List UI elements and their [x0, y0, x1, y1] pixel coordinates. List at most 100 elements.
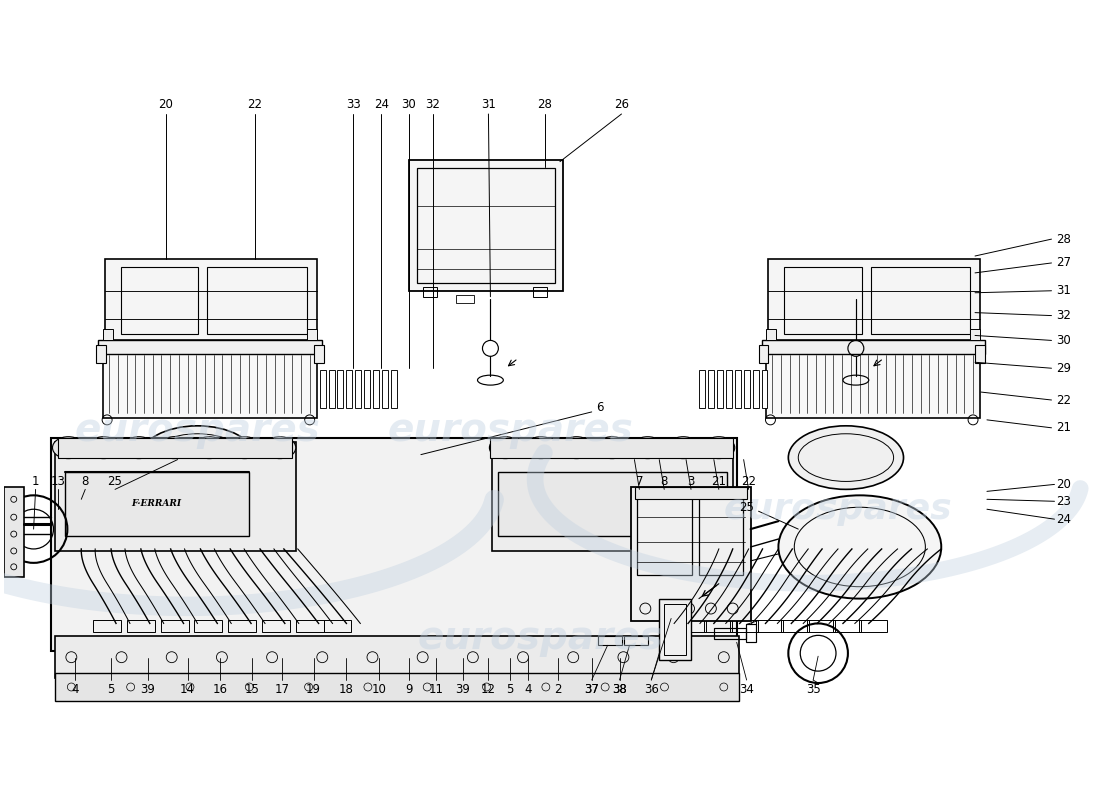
- Bar: [323, 621, 351, 632]
- Bar: [678, 621, 706, 632]
- Bar: [55, 442, 296, 551]
- Ellipse shape: [789, 426, 903, 490]
- Bar: [769, 259, 980, 341]
- Text: 18: 18: [339, 683, 354, 697]
- Text: 4: 4: [72, 683, 79, 697]
- Text: 5: 5: [507, 683, 514, 697]
- Bar: [382, 370, 388, 408]
- Text: 32: 32: [426, 98, 440, 110]
- Bar: [364, 370, 371, 408]
- Bar: [262, 621, 289, 632]
- Bar: [767, 329, 777, 341]
- Bar: [491, 438, 733, 458]
- Bar: [126, 621, 155, 632]
- Bar: [807, 621, 835, 632]
- Ellipse shape: [703, 437, 735, 458]
- Bar: [597, 636, 622, 646]
- Ellipse shape: [490, 437, 521, 458]
- Ellipse shape: [88, 437, 120, 458]
- Bar: [637, 495, 692, 574]
- Bar: [58, 438, 292, 458]
- Text: 30: 30: [402, 98, 417, 110]
- Text: 1: 1: [32, 475, 40, 488]
- Text: 17: 17: [274, 683, 289, 697]
- Text: 27: 27: [1056, 257, 1071, 270]
- Ellipse shape: [53, 437, 85, 458]
- Text: 21: 21: [1056, 422, 1071, 434]
- Bar: [417, 168, 556, 283]
- Bar: [355, 370, 361, 408]
- Bar: [409, 160, 563, 290]
- Bar: [664, 603, 686, 655]
- Bar: [121, 267, 198, 334]
- Text: 12: 12: [481, 683, 496, 697]
- Ellipse shape: [525, 437, 557, 458]
- Bar: [975, 346, 984, 363]
- Text: 5: 5: [108, 683, 114, 697]
- Text: 13: 13: [51, 475, 66, 488]
- Ellipse shape: [264, 437, 296, 458]
- Bar: [208, 267, 307, 334]
- Bar: [314, 346, 323, 363]
- Text: 39: 39: [141, 683, 155, 697]
- Bar: [833, 621, 861, 632]
- Text: 31: 31: [1056, 284, 1071, 298]
- Bar: [338, 370, 343, 408]
- Bar: [708, 370, 714, 408]
- Bar: [55, 636, 739, 678]
- Text: 37: 37: [584, 683, 600, 697]
- Ellipse shape: [229, 437, 261, 458]
- Bar: [195, 621, 222, 632]
- Bar: [726, 370, 732, 408]
- Bar: [229, 621, 256, 632]
- Text: eurospares: eurospares: [724, 492, 953, 526]
- Ellipse shape: [668, 437, 700, 458]
- Bar: [659, 598, 691, 660]
- Bar: [3, 487, 24, 577]
- Text: 6: 6: [596, 402, 604, 414]
- Bar: [756, 621, 783, 632]
- Text: 25: 25: [739, 501, 755, 514]
- Bar: [534, 286, 547, 297]
- Text: 20: 20: [1056, 478, 1071, 491]
- Bar: [729, 621, 758, 632]
- Text: 34: 34: [739, 683, 755, 697]
- Text: 15: 15: [244, 683, 260, 697]
- Bar: [161, 621, 188, 632]
- Text: 36: 36: [644, 683, 659, 697]
- Bar: [498, 471, 727, 536]
- Bar: [103, 329, 113, 341]
- Bar: [752, 370, 759, 408]
- Bar: [320, 370, 326, 408]
- Text: 22: 22: [741, 475, 756, 488]
- Text: 29: 29: [1056, 362, 1071, 374]
- Text: 2: 2: [554, 683, 562, 697]
- Ellipse shape: [123, 437, 155, 458]
- Bar: [636, 487, 747, 499]
- Text: 4: 4: [525, 683, 532, 697]
- Text: 23: 23: [1056, 494, 1071, 508]
- Bar: [55, 673, 739, 701]
- Ellipse shape: [561, 437, 593, 458]
- Text: 38: 38: [612, 683, 627, 697]
- Text: F·ERRARI: F·ERRARI: [132, 498, 182, 508]
- Bar: [767, 350, 980, 418]
- Bar: [744, 370, 749, 408]
- Bar: [98, 341, 321, 354]
- Bar: [625, 636, 648, 646]
- Text: 20: 20: [158, 98, 173, 110]
- Text: eurospares: eurospares: [75, 410, 320, 449]
- Bar: [493, 442, 733, 551]
- Bar: [714, 629, 746, 639]
- Text: 32: 32: [1056, 309, 1071, 322]
- Text: 38: 38: [612, 683, 627, 697]
- Bar: [717, 370, 723, 408]
- Text: 22: 22: [1056, 394, 1071, 406]
- Text: 31: 31: [481, 98, 496, 110]
- Ellipse shape: [596, 437, 628, 458]
- Text: 11: 11: [428, 683, 443, 697]
- Bar: [859, 621, 887, 632]
- Bar: [329, 370, 334, 408]
- Bar: [698, 370, 705, 408]
- Text: eurospares: eurospares: [387, 410, 634, 449]
